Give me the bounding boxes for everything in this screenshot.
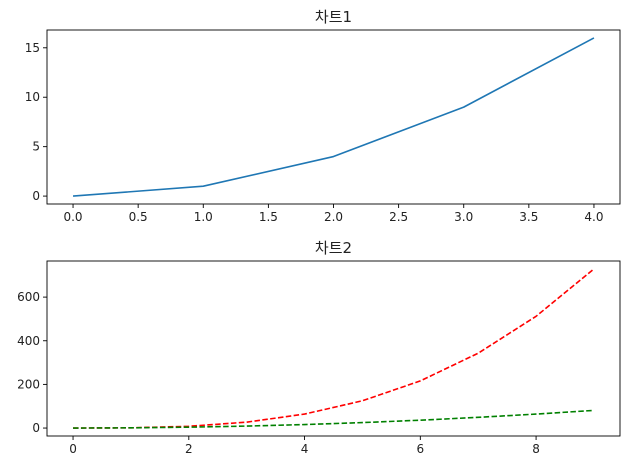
series-line-1 — [73, 268, 595, 429]
x-tick-label: 1.5 — [259, 210, 278, 224]
chart-2: 차트2 0 2 4 6 8 0 200 400 600 — [17, 239, 621, 456]
chart-title: 차트1 — [315, 8, 352, 26]
y-tick-label: 15 — [25, 41, 40, 55]
chart-1: 차트1 0.0 0.5 1.0 1.5 2.0 2.5 3.0 3.5 4.0 0 5 10 15 — [25, 8, 621, 224]
y-tick-label: 0 — [32, 189, 40, 203]
x-tick-label: 0 — [69, 442, 77, 456]
y-tick-label: 10 — [25, 90, 40, 104]
y-tick-label: 400 — [17, 334, 40, 348]
y-tick-label: 0 — [32, 421, 40, 435]
x-tick-label: 0.0 — [63, 210, 82, 224]
plot-frame — [46, 29, 621, 205]
x-tick-label: 4 — [301, 442, 309, 456]
plot-frame — [46, 260, 621, 437]
y-tick-label: 5 — [32, 140, 40, 154]
chart-title: 차트2 — [315, 239, 352, 257]
x-tick-label: 2 — [185, 442, 193, 456]
x-tick-label: 8 — [532, 442, 540, 456]
y-tick-label: 200 — [17, 377, 40, 391]
x-tick-label: 0.5 — [129, 210, 148, 224]
x-tick-label: 1.0 — [194, 210, 213, 224]
x-tick-label: 2.0 — [324, 210, 343, 224]
series-line-2 — [73, 409, 595, 429]
series-line-1 — [72, 37, 595, 197]
x-tick-label: 6 — [416, 442, 424, 456]
y-tick-label: 600 — [17, 290, 40, 304]
x-tick-label: 3.5 — [519, 210, 538, 224]
x-tick-label: 2.5 — [389, 210, 408, 224]
x-tick-label: 3.0 — [454, 210, 473, 224]
x-tick-label: 4.0 — [584, 210, 603, 224]
